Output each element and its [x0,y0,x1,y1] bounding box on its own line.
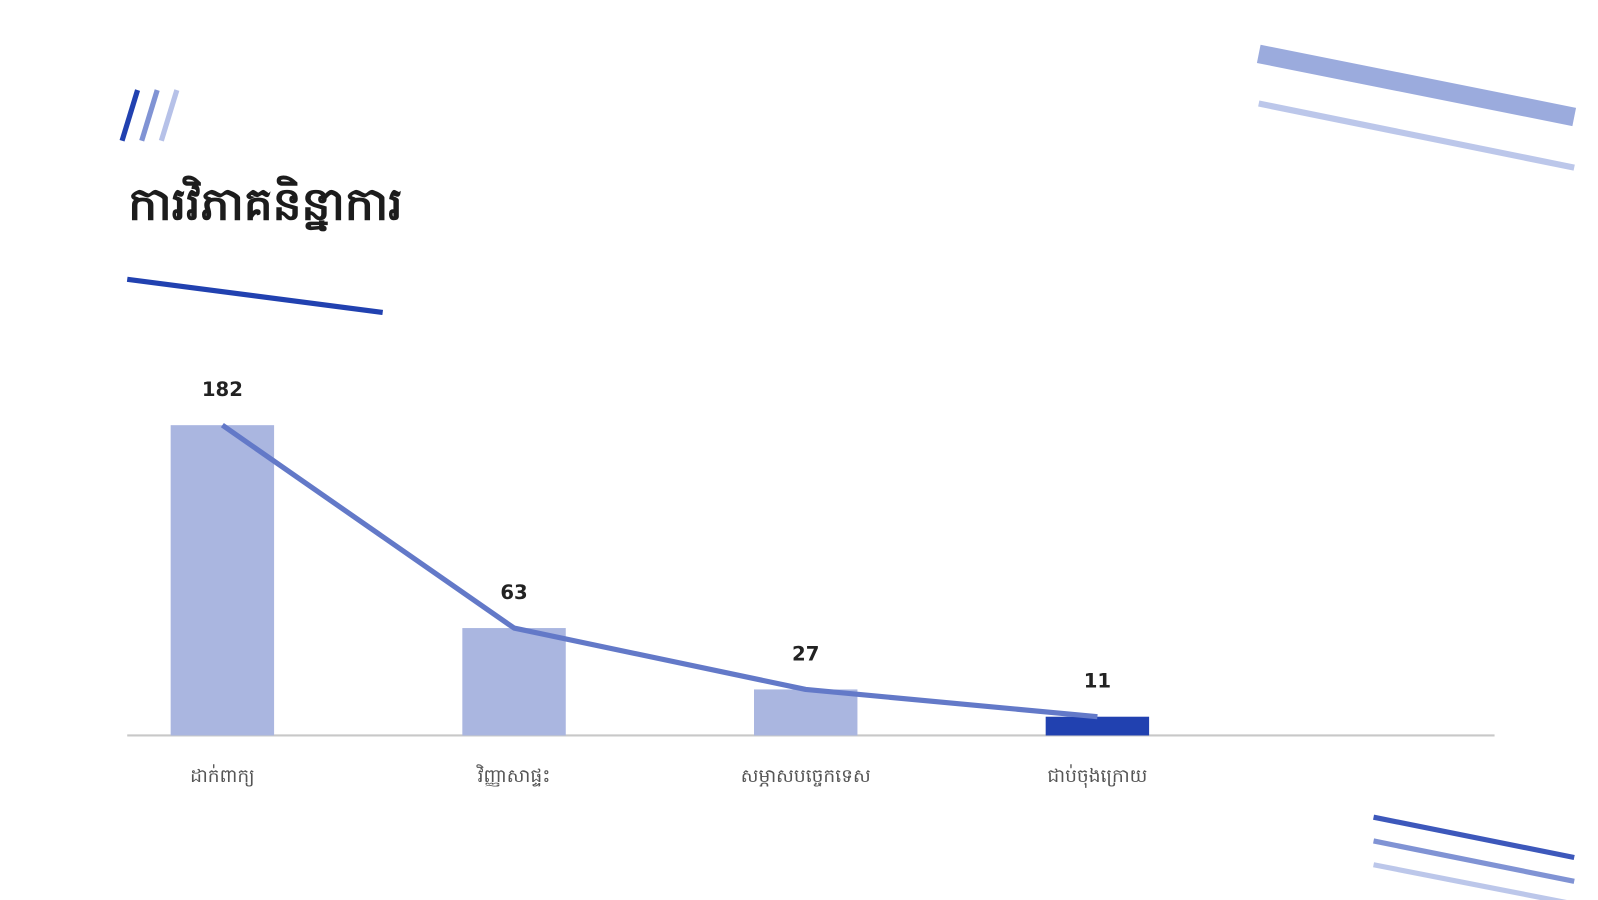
x-tick-label: ជាប់ចុងក្រោយ [1047,764,1147,788]
trend-line [220,423,1098,720]
chart-title: ការវិភាគនិន្នាការ [128,174,402,231]
x-tick-label: ដាក់ពាក្យ [190,764,255,787]
x-tick-label: វិញ្ញាសាផ្ទះ [476,764,551,787]
bar [170,425,275,736]
x-tick-label: សម្ភាសបច្ចេកទេស [741,766,871,787]
value-label: 63 [500,581,527,604]
value-label: 11 [1084,670,1111,693]
bar [1045,716,1150,736]
bar [462,628,566,736]
decoration [119,44,1577,900]
bar [754,689,858,736]
value-label: 182 [202,378,243,401]
value-label: 27 [792,642,819,665]
